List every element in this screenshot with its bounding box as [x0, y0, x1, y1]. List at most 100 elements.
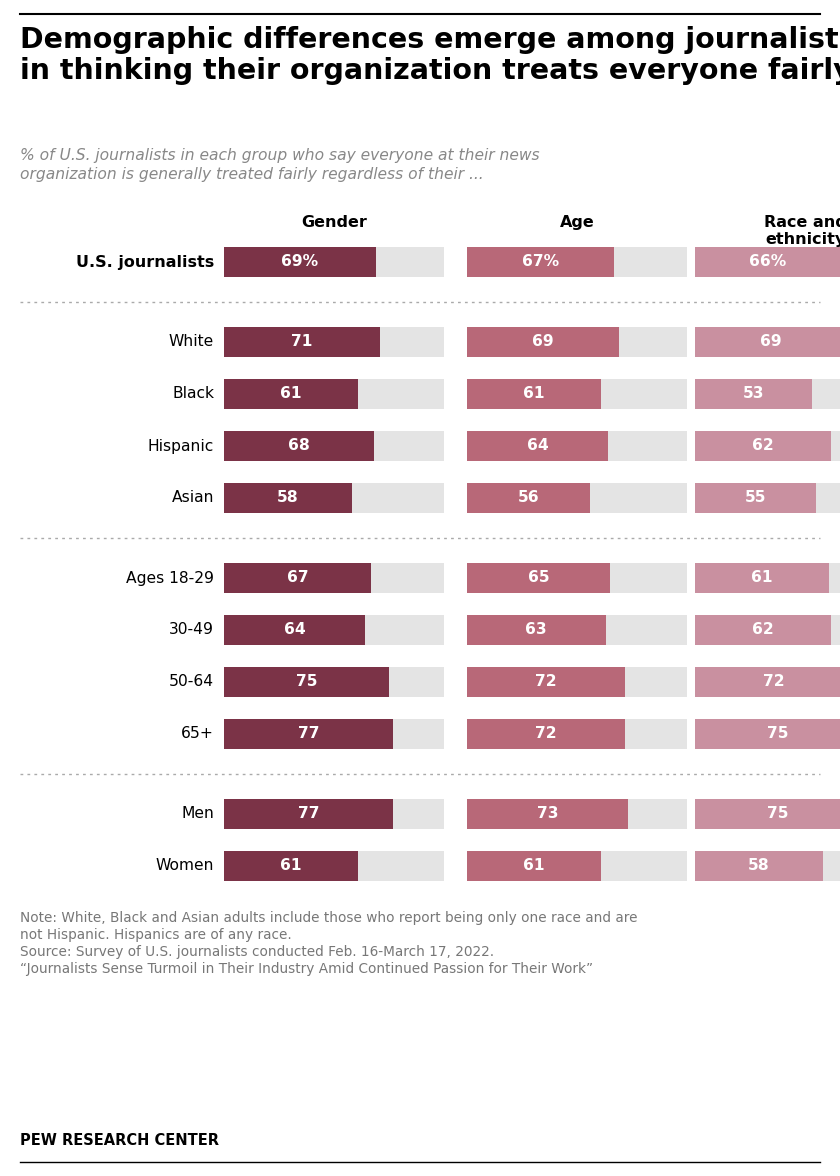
Bar [467, 667, 626, 697]
Bar [224, 327, 444, 358]
Text: 62: 62 [753, 622, 774, 637]
Text: Demographic differences emerge among journalists
in thinking their organization : Demographic differences emerge among jou… [20, 26, 840, 85]
Bar [695, 483, 816, 513]
Bar [695, 247, 840, 278]
Bar [467, 430, 687, 461]
Bar [467, 563, 687, 593]
Text: 53: 53 [743, 387, 764, 401]
Text: 75: 75 [767, 807, 788, 822]
Bar [224, 563, 371, 593]
Bar [695, 483, 840, 513]
Bar [467, 327, 619, 358]
Text: Gender: Gender [301, 215, 367, 230]
Text: Source: Survey of U.S. journalists conducted Feb. 16-March 17, 2022.: Source: Survey of U.S. journalists condu… [20, 946, 494, 958]
Bar [467, 247, 614, 278]
Text: 77: 77 [298, 807, 319, 822]
Bar [467, 719, 687, 749]
Bar [695, 247, 840, 278]
Bar [224, 563, 444, 593]
Bar [695, 563, 829, 593]
Text: not Hispanic. Hispanics are of any race.: not Hispanic. Hispanics are of any race. [20, 928, 291, 942]
Bar [467, 719, 626, 749]
Text: Hispanic: Hispanic [148, 439, 214, 454]
Text: Note: White, Black and Asian adults include those who report being only one race: Note: White, Black and Asian adults incl… [20, 911, 638, 926]
Text: 61: 61 [751, 570, 773, 586]
Text: 61: 61 [281, 858, 302, 874]
Text: 73: 73 [537, 807, 558, 822]
Text: Race and
ethnicity: Race and ethnicity [764, 215, 840, 247]
Bar [695, 430, 832, 461]
Bar [467, 851, 601, 881]
Bar [224, 667, 444, 697]
Bar [695, 430, 840, 461]
Bar [224, 719, 444, 749]
Bar [224, 799, 444, 829]
Text: 65+: 65+ [181, 727, 214, 742]
Bar [467, 799, 627, 829]
Text: Ages 18-29: Ages 18-29 [126, 570, 214, 586]
Bar [695, 719, 840, 749]
Text: 68: 68 [288, 439, 310, 454]
Text: 30-49: 30-49 [169, 622, 214, 637]
Bar [695, 799, 840, 829]
Bar [467, 483, 687, 513]
Bar [695, 379, 840, 409]
Text: “Journalists Sense Turmoil in Their Industry Amid Continued Passion for Their Wo: “Journalists Sense Turmoil in Their Indu… [20, 962, 593, 976]
Bar [224, 379, 358, 409]
Text: 69%: 69% [281, 254, 318, 269]
Text: 69: 69 [532, 334, 554, 349]
Bar [224, 799, 393, 829]
Text: 72: 72 [535, 675, 557, 689]
Text: 72: 72 [764, 675, 785, 689]
Text: Men: Men [181, 807, 214, 822]
Text: 71: 71 [291, 334, 312, 349]
Bar [695, 615, 840, 644]
Text: 61: 61 [523, 858, 545, 874]
Text: 67: 67 [287, 570, 308, 586]
Text: % of U.S. journalists in each group who say everyone at their news
organization : % of U.S. journalists in each group who … [20, 148, 539, 182]
Text: 64: 64 [284, 622, 305, 637]
Bar [467, 799, 687, 829]
Bar [224, 430, 374, 461]
Text: White: White [169, 334, 214, 349]
Bar [695, 379, 811, 409]
Bar [695, 327, 840, 358]
Text: 61: 61 [523, 387, 545, 401]
Bar [224, 483, 352, 513]
Bar [467, 379, 687, 409]
Bar [224, 615, 365, 644]
Text: Black: Black [172, 387, 214, 401]
Bar [695, 563, 840, 593]
Text: 56: 56 [517, 490, 539, 506]
Text: 67%: 67% [522, 254, 559, 269]
Bar [467, 430, 608, 461]
Text: PEW RESEARCH CENTER: PEW RESEARCH CENTER [20, 1132, 219, 1148]
Text: 55: 55 [745, 490, 766, 506]
Text: 62: 62 [753, 439, 774, 454]
Bar [224, 430, 444, 461]
Text: 58: 58 [277, 490, 298, 506]
Text: 75: 75 [296, 675, 318, 689]
Bar [695, 327, 840, 358]
Bar [224, 615, 444, 644]
Bar [224, 667, 389, 697]
Text: 64: 64 [527, 439, 549, 454]
Text: Women: Women [155, 858, 214, 874]
Bar [467, 327, 687, 358]
Bar [224, 719, 393, 749]
Bar [695, 719, 840, 749]
Bar [467, 483, 591, 513]
Text: 77: 77 [298, 727, 319, 742]
Text: U.S. journalists: U.S. journalists [76, 254, 214, 269]
Text: 61: 61 [281, 387, 302, 401]
Bar [695, 615, 832, 644]
Bar [224, 247, 444, 278]
Bar [467, 247, 687, 278]
Bar [695, 667, 840, 697]
Bar [467, 615, 606, 644]
Bar [224, 247, 375, 278]
Bar [695, 851, 840, 881]
Text: 50-64: 50-64 [169, 675, 214, 689]
Text: 72: 72 [535, 727, 557, 742]
Bar [224, 851, 358, 881]
